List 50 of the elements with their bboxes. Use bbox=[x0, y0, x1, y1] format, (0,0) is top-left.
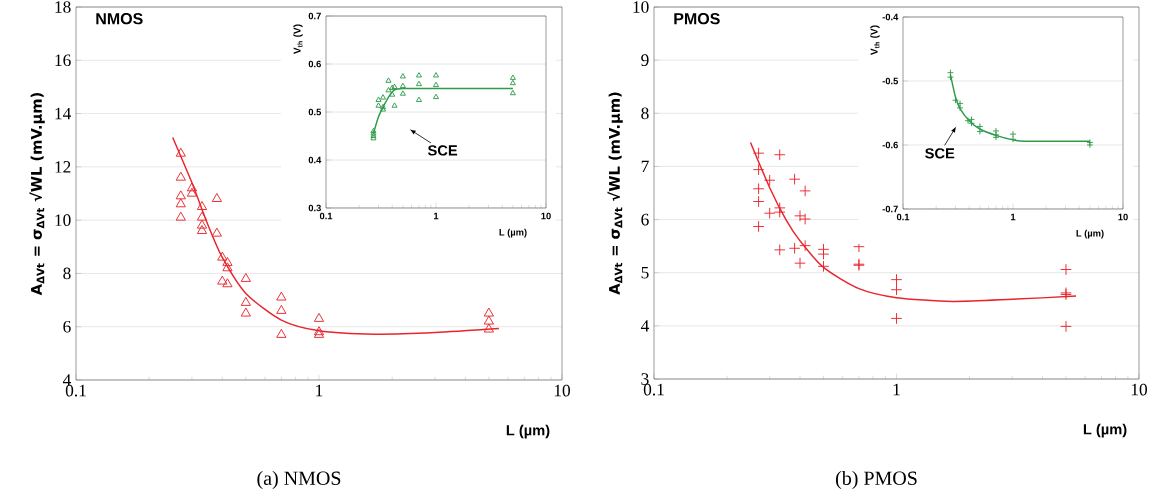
y-tick-label: 6 bbox=[63, 320, 71, 333]
chart-title: PMOS bbox=[674, 13, 720, 25]
annotation: SCE bbox=[925, 148, 955, 159]
y-tick-label: 7 bbox=[641, 160, 649, 173]
x-tick-label: 1 bbox=[1011, 213, 1016, 221]
x-tick-label: 10 bbox=[554, 384, 571, 397]
chart-title: NMOS bbox=[96, 13, 143, 25]
y-tick-label: 0.6 bbox=[308, 60, 321, 68]
y-tick-label: 16 bbox=[55, 54, 71, 67]
x-tick-label: 0.1 bbox=[896, 213, 910, 221]
x-axis-title: L (µm) bbox=[499, 228, 527, 238]
y-axis-title: A$_{ΔVt}$ = σ$_{ΔVt}$ √WL (mV.µm) bbox=[607, 92, 623, 295]
x-tick-label: 10 bbox=[541, 212, 551, 220]
x-tick-label: 10 bbox=[1131, 383, 1148, 396]
x-tick-label: 0.1 bbox=[65, 384, 86, 397]
x-axis-title: L (µm) bbox=[1083, 423, 1127, 438]
x-tick-label: 1 bbox=[893, 383, 900, 396]
x-axis-title: L (µm) bbox=[1076, 229, 1104, 239]
y-tick-label: -0.4 bbox=[882, 13, 899, 21]
x-axis-title: L (µm) bbox=[506, 424, 550, 439]
y-tick-label: 0.7 bbox=[308, 12, 321, 20]
y-tick-label: 18 bbox=[55, 1, 71, 13]
text: (a) NMOS bbox=[257, 470, 341, 490]
y-tick-label: 8 bbox=[63, 267, 71, 280]
x-tick-label: 0.1 bbox=[319, 212, 333, 220]
y-tick-label: 10 bbox=[633, 1, 649, 13]
text: (b) PMOS bbox=[836, 470, 917, 490]
x-tick-label: 1 bbox=[316, 384, 323, 397]
x-tick-label: 10 bbox=[1118, 213, 1128, 221]
y-tick-label: 5 bbox=[641, 266, 649, 279]
y-axis-title: V$_{th}$ (V) bbox=[293, 24, 303, 55]
y-tick-label: 14 bbox=[55, 107, 72, 120]
y-tick-label: 0.4 bbox=[308, 156, 322, 164]
y-tick-label: 6 bbox=[641, 213, 649, 226]
y-tick-label: 9 bbox=[641, 54, 649, 66]
y-axis-title: V$_{th}$ (V) bbox=[870, 25, 880, 55]
y-axis-title: A$_{ΔVt}$ = σ$_{ΔVt}$ √WL (mV.µm) bbox=[29, 93, 45, 296]
y-tick-label: 3 bbox=[641, 373, 649, 385]
y-tick-label: 0.5 bbox=[308, 108, 322, 116]
x-tick-label: 1 bbox=[434, 212, 439, 220]
y-tick-label: 4 bbox=[62, 374, 72, 386]
y-tick-label: -0.7 bbox=[882, 205, 898, 213]
y-tick-label: 8 bbox=[641, 107, 649, 120]
y-tick-label: -0.5 bbox=[882, 77, 899, 85]
y-tick-label: 0.3 bbox=[308, 204, 321, 212]
y-tick-label: 4 bbox=[640, 320, 650, 332]
y-tick-label: 12 bbox=[55, 161, 71, 173]
annotation: SCE bbox=[427, 145, 458, 156]
y-tick-label: -0.6 bbox=[882, 141, 898, 149]
x-tick-label: 0.1 bbox=[643, 383, 664, 396]
